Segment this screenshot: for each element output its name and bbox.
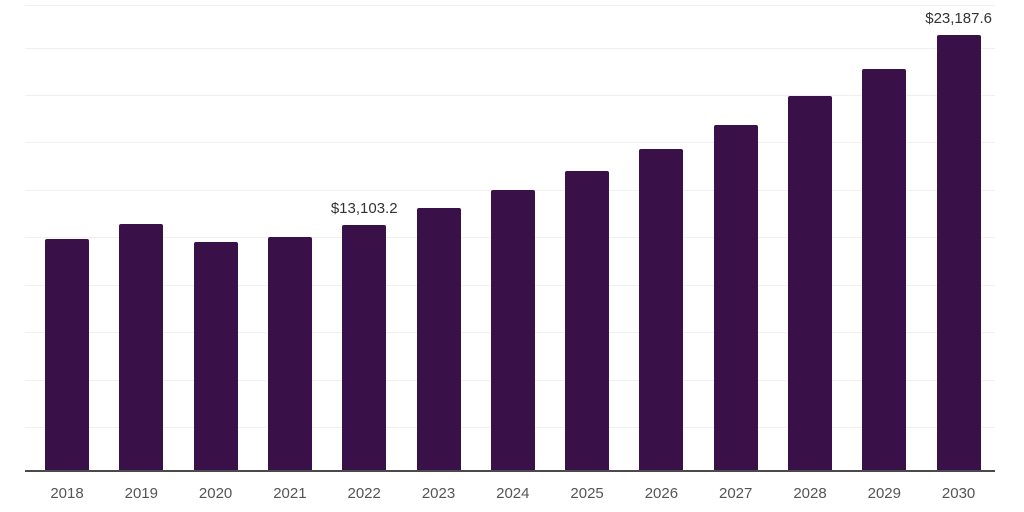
bar[interactable] [490,190,535,471]
x-tick-label: 2026 [644,485,679,502]
x-tick-label: 2030 [941,485,976,502]
gridline [25,142,995,143]
x-tick-label: 2029 [867,485,901,502]
gridline [25,5,995,6]
x-tick-label: 2028 [793,485,827,502]
bar[interactable] [713,125,758,471]
x-tick-label: 2025 [570,485,604,502]
bar-value-label: $23,187.6 [925,10,992,27]
bar[interactable] [565,171,610,471]
x-tick-label: 2019 [124,485,158,502]
bar[interactable] [45,239,89,471]
bar[interactable] [193,242,238,471]
x-tick-label: 2027 [719,485,753,502]
plot-area: $13,103.2 $23,187.6 [25,5,995,472]
bar-value-label: $13,103.2 [330,200,398,217]
gridline [25,95,995,96]
x-axis-labels: 2018 2019 2020 2021 2022 2023 2024 2025 2026 2027… [0,471,1024,512]
bar[interactable] [267,237,312,471]
bar[interactable] [342,225,387,471]
x-tick-label: 2020 [198,485,233,502]
bar[interactable] [119,224,164,471]
x-tick-label: 2018 [50,485,84,502]
x-tick-label: 2024 [496,485,530,502]
bar[interactable] [639,149,684,471]
bar[interactable] [416,208,461,471]
x-axis-line [25,470,995,472]
x-tick-label: 2021 [273,485,307,502]
bar[interactable] [862,69,907,471]
bars-group [45,35,981,471]
x-tick-label: 2023 [421,485,456,502]
gridline [25,48,995,49]
bar[interactable] [936,35,981,471]
bar[interactable] [788,96,832,471]
x-tick-label: 2022 [347,485,381,502]
